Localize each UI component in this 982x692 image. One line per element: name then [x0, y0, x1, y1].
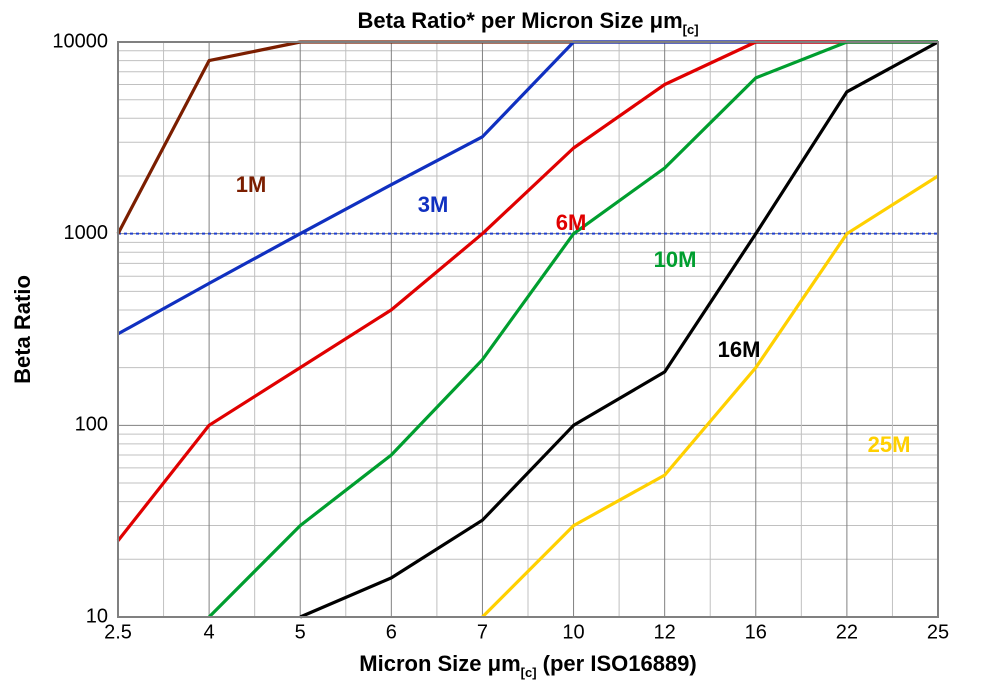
x-tick-4: 4: [204, 622, 215, 644]
x-tick-2.5: 2.5: [104, 622, 132, 644]
x-tick-5: 5: [295, 622, 306, 644]
y-tick-100: 100: [75, 414, 108, 436]
y-tick-10000: 10000: [52, 30, 108, 52]
x-tick-7: 7: [477, 622, 488, 644]
x-tick-22: 22: [836, 622, 858, 644]
series-label-1M: 1M: [236, 172, 267, 197]
x-tick-6: 6: [386, 622, 397, 644]
y-tick-1000: 1000: [64, 222, 109, 244]
y-axis-label: Beta Ratio: [10, 275, 35, 384]
series-label-16M: 16M: [718, 337, 761, 362]
x-tick-25: 25: [927, 622, 949, 644]
series-label-6M: 6M: [556, 210, 587, 235]
series-label-10M: 10M: [654, 247, 697, 272]
series-label-25M: 25M: [868, 432, 911, 457]
x-tick-10: 10: [562, 622, 584, 644]
y-tick-10: 10: [86, 605, 108, 627]
series-label-3M: 3M: [418, 192, 449, 217]
chart-title: Beta Ratio* per Micron Size μm[c]: [357, 8, 698, 37]
beta-ratio-chart: 2.5 4 5 6 7 10 12 16 22 25 10 100 1000 10000 1M 3M 6M 1…: [0, 0, 982, 692]
x-tick-12: 12: [654, 622, 676, 644]
x-tick-16: 16: [745, 622, 767, 644]
